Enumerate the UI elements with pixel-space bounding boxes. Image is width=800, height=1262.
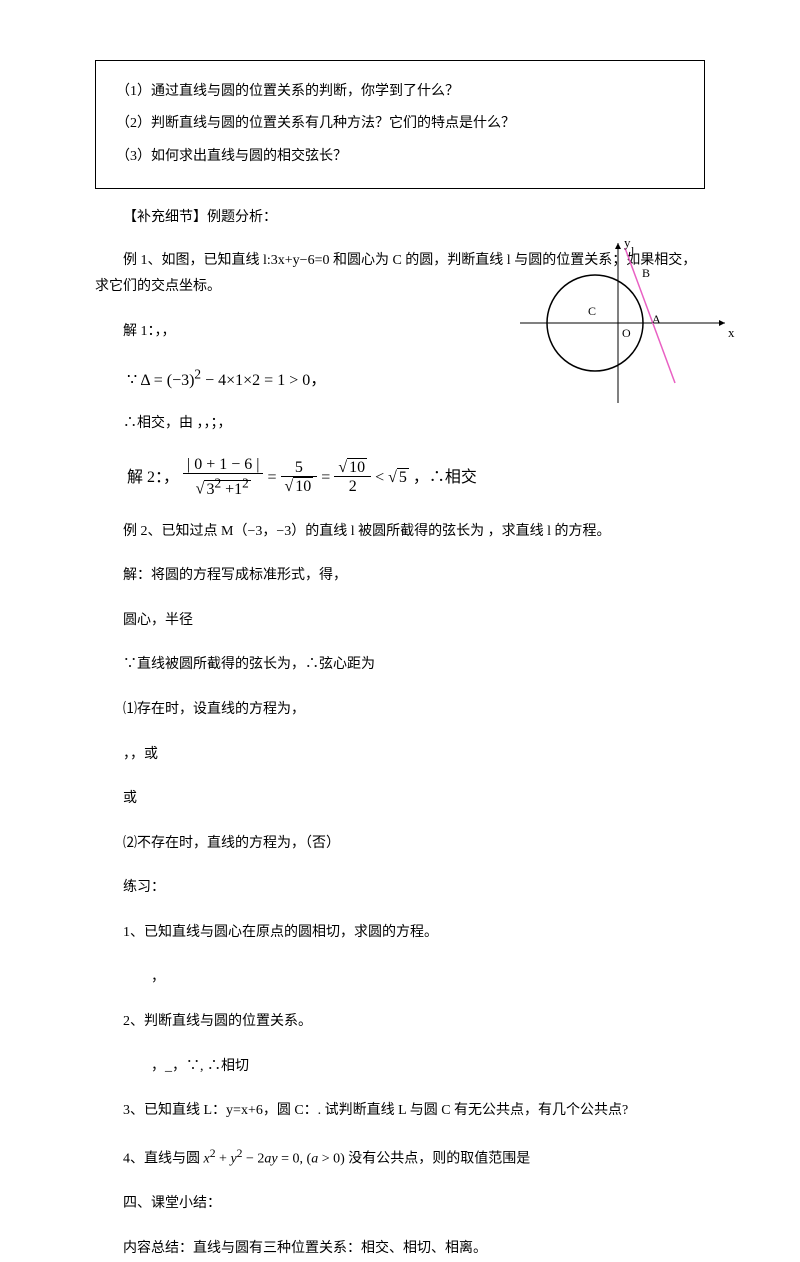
because-symbol: ∵ <box>127 372 137 389</box>
lt: < <box>375 469 388 486</box>
practice-title: 练习： <box>95 875 705 902</box>
frac2-den: √10 <box>281 477 318 498</box>
supplement-title: 【补充细节】例题分析： <box>95 207 705 229</box>
circle-line-diagram: x y O C A B l <box>500 233 740 413</box>
sqrt5: √5 <box>388 468 409 486</box>
practice-q1b: ， <box>95 965 705 992</box>
example2-p1: 圆心，半径 <box>95 608 705 635</box>
q4-post: 没有公共点，则的取值范围是 <box>348 1152 530 1167</box>
frac3-den: 2 <box>334 477 371 498</box>
frac1: | 0 + 1 − 6 | √32 +12 <box>183 456 263 501</box>
box-q1: （1）通过直线与圆的位置关系的判断，你学到了什么？ <box>116 81 684 103</box>
sol2-line: 解 2：， | 0 + 1 − 6 | √32 +12 = 5 √10 = √1… <box>127 456 705 501</box>
label-x: x <box>728 325 735 340</box>
practice-q3: 3、已知直线 L：y=x+6，圆 C：. 试判断直线 L 与圆 C 有无公共点，… <box>95 1098 705 1125</box>
q4-pre: 4、直线与圆 <box>123 1152 200 1167</box>
example2-sol: 解：将圆的方程写成标准形式，得， <box>95 563 705 590</box>
label-b: B <box>642 266 650 280</box>
label-y: y <box>624 235 631 250</box>
page: （1）通过直线与圆的位置关系的判断，你学到了什么？ （2）判断直线与圆的位置关系… <box>0 0 800 1132</box>
diagram-svg: x y O C A B l <box>500 233 740 413</box>
label-l: l <box>631 244 635 258</box>
box-q3: （3）如何求出直线与圆的相交弦长？ <box>116 146 684 168</box>
eq2: = <box>321 469 334 486</box>
frac2: 5 √10 <box>281 459 318 498</box>
practice-q2: 2、判断直线与圆的位置关系。 <box>95 1009 705 1036</box>
frac3-num: √10 <box>334 459 371 478</box>
example2-p5: 或 <box>95 786 705 813</box>
frac1-den: √32 +12 <box>183 474 263 500</box>
sol2-label: 解 2：， <box>127 469 179 486</box>
example2-p3: ⑴存在时，设直线的方程为， <box>95 697 705 724</box>
summary-title: 四、课堂小结： <box>95 1191 705 1218</box>
question-box: （1）通过直线与圆的位置关系的判断，你学到了什么？ （2）判断直线与圆的位置关系… <box>95 60 705 189</box>
frac2-num: 5 <box>281 459 318 478</box>
therefore-intersect: ∴相交，由 ，，；， <box>95 411 705 438</box>
label-o: O <box>622 326 631 340</box>
example2-p6: ⑵不存在时，直线的方程为，（否） <box>95 831 705 858</box>
box-q2: （2）判断直线与圆的位置关系有几种方法？它们的特点是什么？ <box>116 113 684 135</box>
frac3: √10 2 <box>334 459 371 498</box>
delta-suffix: ， <box>310 372 326 389</box>
example2-p2: ∵直线被圆所截得的弦长为，∴弦心距为 <box>95 652 705 679</box>
practice-q4: 4、直线与圆 x2 + y2 − 2ay = 0, (a > 0) 没有公共点，… <box>95 1143 705 1173</box>
practice-q2b: ，_，∵, ∴相切 <box>95 1054 705 1081</box>
eq1: = <box>267 469 280 486</box>
example2-intro: 例 2、已知过点 M（−3，−3）的直线 l 被圆所截得的弦长为 ，求直线 l … <box>95 519 705 546</box>
label-c: C <box>588 304 596 318</box>
tail2: ，∴相交 <box>413 469 477 486</box>
example2-p4: ，，或 <box>95 742 705 769</box>
summary-line: 内容总结：直线与圆有三种位置关系：相交、相切、相离。 <box>95 1236 705 1262</box>
frac1-num: | 0 + 1 − 6 | <box>183 456 263 475</box>
practice-q1: 1、已知直线与圆心在原点的圆相切，求圆的方程。 <box>95 920 705 947</box>
label-a: A <box>652 312 661 326</box>
